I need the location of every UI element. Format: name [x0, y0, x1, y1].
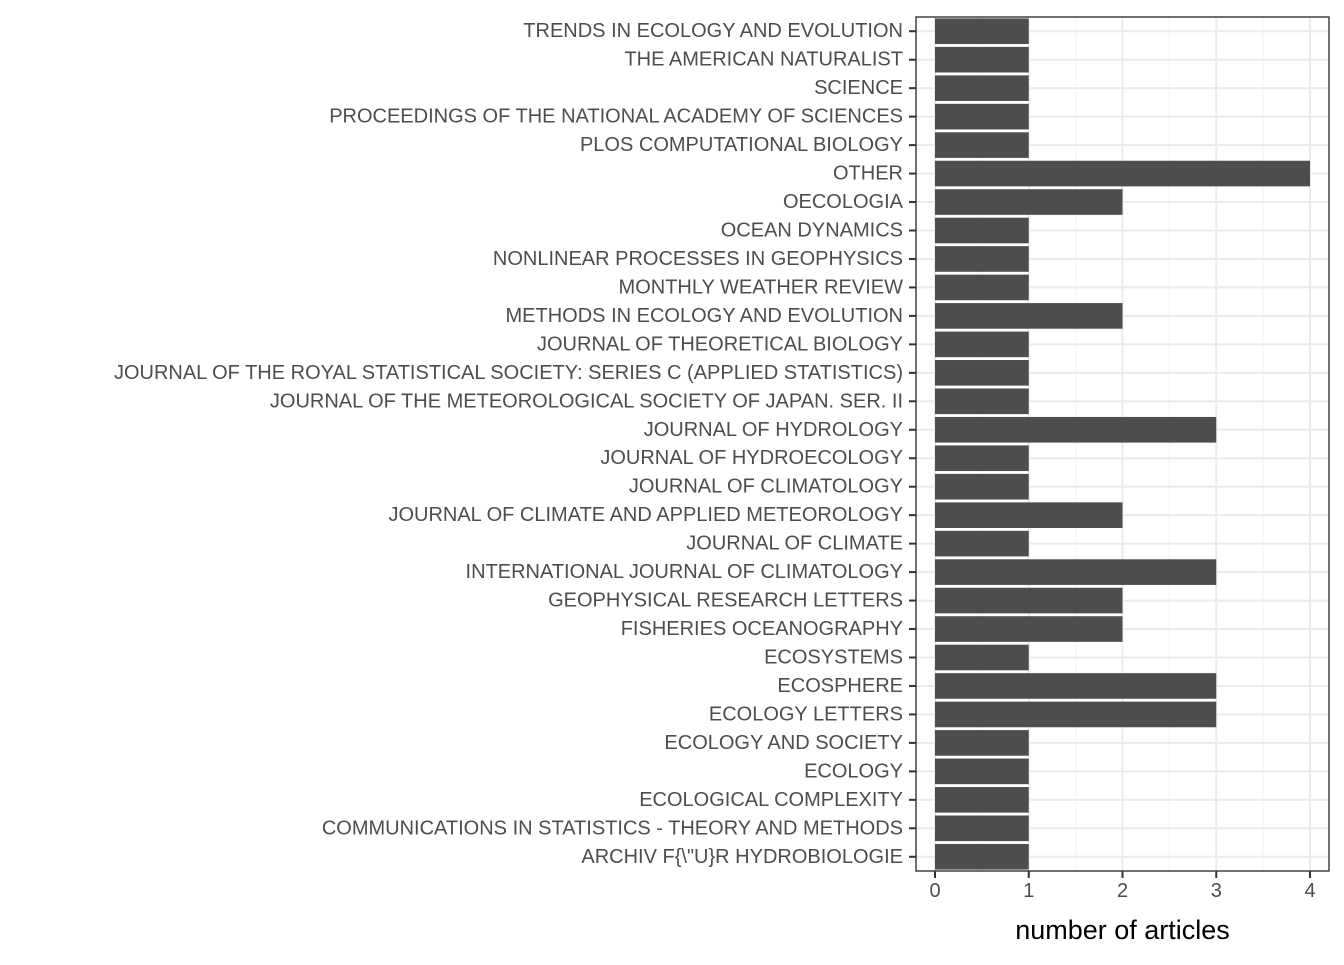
- bar: [935, 701, 1217, 728]
- y-tick-label: GEOPHYSICAL RESEARCH LETTERS: [548, 590, 903, 612]
- y-tick-label: OCEAN DYNAMICS: [721, 220, 903, 242]
- y-tick-label: NONLINEAR PROCESSES IN GEOPHYSICS: [493, 248, 903, 270]
- bar: [935, 75, 1029, 101]
- bar: [935, 132, 1029, 158]
- x-tick-label: 3: [1211, 880, 1222, 902]
- y-tick-label: OTHER: [833, 163, 903, 185]
- x-tick-label: 2: [1117, 880, 1128, 902]
- bar: [935, 103, 1029, 130]
- y-tick-label: ARCHIV F{\"U}R HYDROBIOLOGIE: [581, 846, 903, 868]
- bar: [935, 673, 1217, 699]
- y-tick-label: TRENDS IN ECOLOGY AND EVOLUTION: [523, 20, 903, 42]
- y-tick-label: JOURNAL OF THEORETICAL BIOLOGY: [537, 333, 903, 355]
- bar: [935, 189, 1123, 215]
- bar: [935, 445, 1029, 472]
- y-tick-label: ECOLOGY: [804, 760, 903, 782]
- bar: [935, 246, 1029, 272]
- y-tick-label: METHODS IN ECOLOGY AND EVOLUTION: [506, 305, 903, 327]
- x-tick-label: 0: [929, 880, 940, 902]
- y-tick-label: ECOLOGICAL COMPLEXITY: [639, 789, 903, 811]
- bar: [935, 758, 1029, 785]
- y-tick-label: JOURNAL OF THE ROYAL STATISTICAL SOCIETY…: [114, 362, 903, 384]
- y-tick-label: OECOLOGIA: [783, 191, 904, 213]
- y-tick-label: JOURNAL OF CLIMATE: [686, 533, 903, 555]
- y-tick-label: ECOLOGY LETTERS: [709, 703, 903, 725]
- bar: [935, 473, 1029, 500]
- bar: [935, 644, 1029, 671]
- bar: [935, 388, 1029, 415]
- y-tick-label: JOURNAL OF HYDROECOLOGY: [600, 447, 903, 469]
- y-tick-label: INTERNATIONAL JOURNAL OF CLIMATOLOGY: [466, 561, 903, 583]
- bar: [935, 416, 1217, 443]
- bar: [935, 502, 1123, 528]
- y-tick-label: THE AMERICAN NATURALIST: [624, 49, 903, 71]
- x-axis: 0 1 2 3 4: [929, 871, 1316, 902]
- bar: [935, 530, 1029, 557]
- bar: [935, 18, 1029, 45]
- bar: [935, 274, 1029, 301]
- x-tick-label: 4: [1304, 880, 1315, 902]
- bar: [935, 303, 1123, 329]
- bar: [935, 360, 1029, 386]
- bar: [935, 843, 1029, 870]
- y-tick-label: FISHERIES OCEANOGRAPHY: [621, 618, 903, 640]
- y-axis: TRENDS IN ECOLOGY AND EVOLUTION THE AMERI…: [114, 20, 916, 868]
- bar: [935, 331, 1029, 358]
- x-axis-title: number of articles: [1015, 915, 1230, 945]
- y-tick-label: PROCEEDINGS OF THE NATIONAL ACADEMY OF S…: [329, 106, 903, 128]
- y-tick-label: JOURNAL OF CLIMATE AND APPLIED METEOROLO…: [388, 504, 903, 526]
- bar: [935, 730, 1029, 756]
- bar: [935, 559, 1217, 585]
- bar: [935, 160, 1310, 187]
- bar: [935, 616, 1123, 642]
- x-tick-label: 1: [1023, 880, 1034, 902]
- y-tick-label: JOURNAL OF HYDROLOGY: [644, 419, 903, 441]
- y-tick-label: PLOS COMPUTATIONAL BIOLOGY: [580, 134, 903, 156]
- y-tick-label: SCIENCE: [814, 77, 903, 99]
- y-tick-label: ECOSPHERE: [777, 675, 903, 697]
- y-tick-label: COMMUNICATIONS IN STATISTICS - THEORY AN…: [322, 817, 903, 839]
- bars: [935, 18, 1310, 870]
- bar: [935, 46, 1029, 73]
- bar: [935, 587, 1123, 614]
- bar: [935, 217, 1029, 244]
- bar: [935, 787, 1029, 813]
- y-tick-label: JOURNAL OF THE METEOROLOGICAL SOCIETY OF…: [270, 390, 903, 412]
- bar: [935, 815, 1029, 842]
- y-tick-label: ECOLOGY AND SOCIETY: [664, 732, 903, 754]
- y-tick-label: MONTHLY WEATHER REVIEW: [619, 276, 904, 298]
- y-tick-label: ECOSYSTEMS: [764, 647, 903, 669]
- y-tick-label: JOURNAL OF CLIMATOLOGY: [629, 476, 903, 498]
